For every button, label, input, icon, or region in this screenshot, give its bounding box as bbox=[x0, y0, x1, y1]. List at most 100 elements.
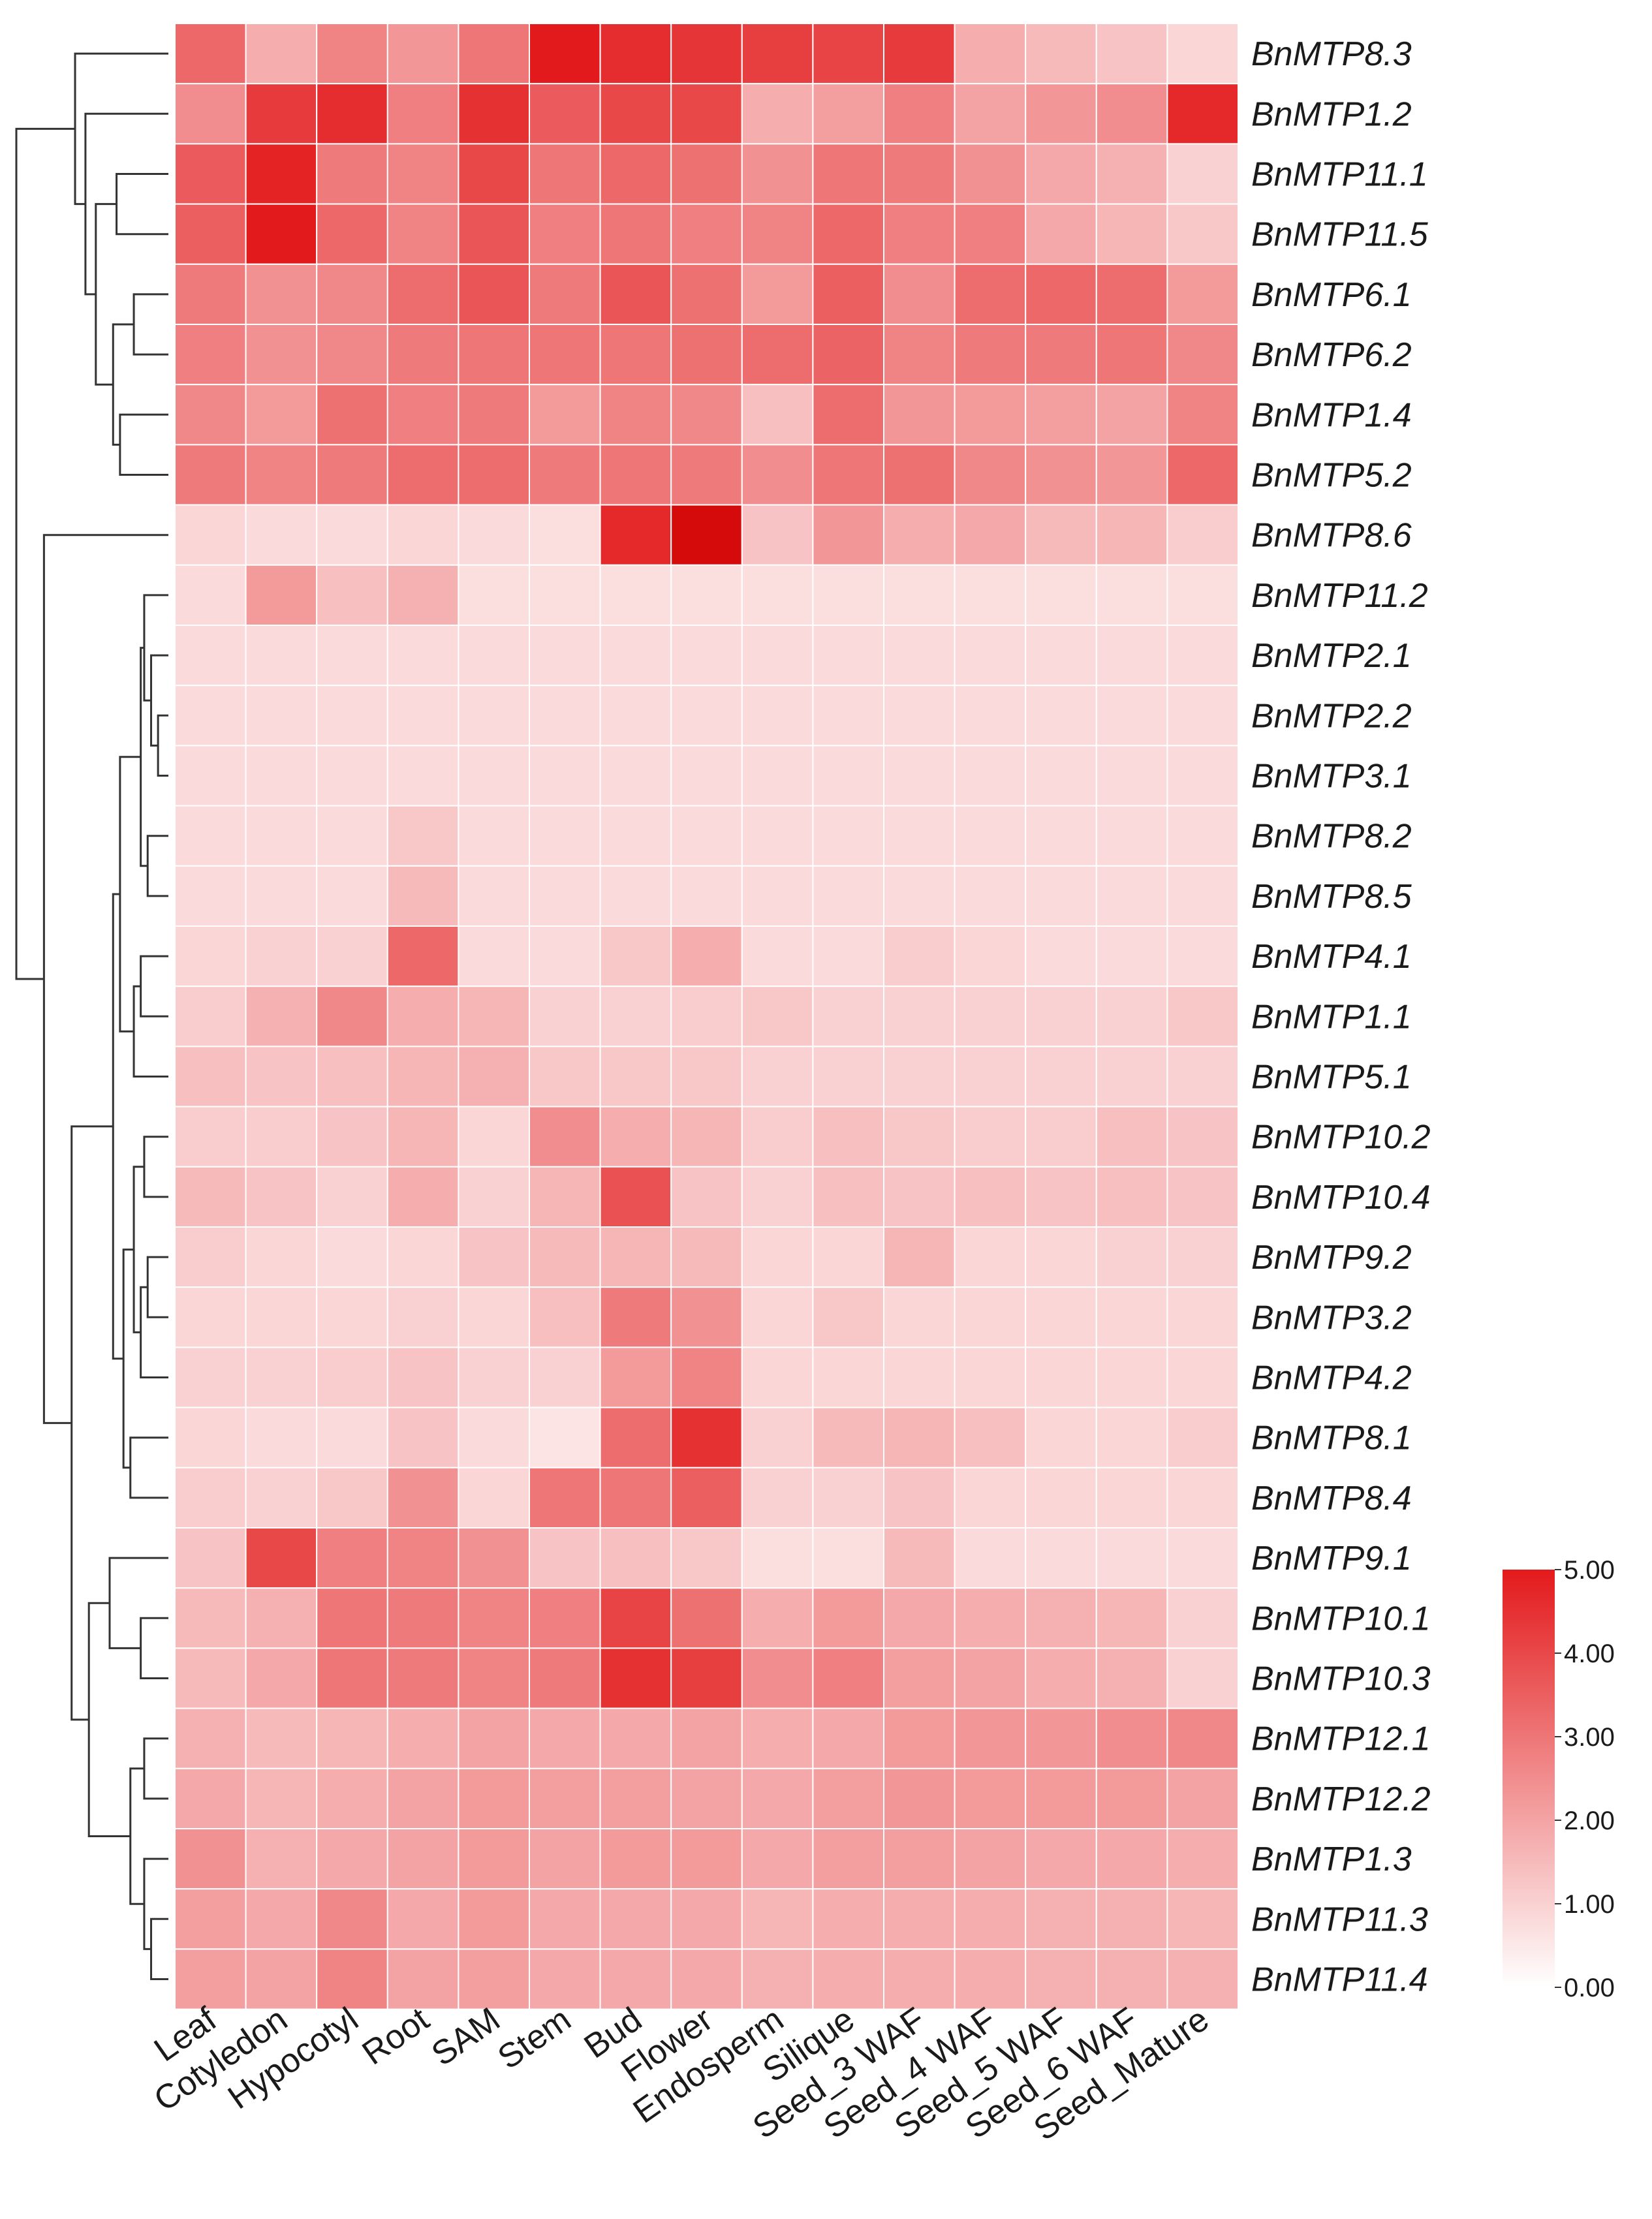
heatmap-cell bbox=[599, 1406, 672, 1468]
heatmap-cell bbox=[174, 203, 247, 265]
heatmap-cell bbox=[245, 23, 318, 85]
heatmap-cell bbox=[599, 1647, 672, 1709]
heatmap-cell bbox=[529, 263, 601, 325]
dendrogram-branch bbox=[146, 835, 168, 897]
heatmap-cell bbox=[1025, 83, 1097, 145]
heatmap-cell bbox=[529, 1828, 601, 1890]
heatmap-cell bbox=[1095, 1948, 1168, 2010]
heatmap-cell bbox=[529, 1888, 601, 1950]
dendrogram-branch bbox=[129, 1767, 144, 1905]
heatmap-cell bbox=[386, 745, 460, 807]
dendrogram-branch bbox=[150, 1917, 168, 1980]
heatmap-cell bbox=[1095, 1346, 1168, 1408]
row-label: BnMTP5.1 bbox=[1251, 1059, 1412, 1096]
heatmap-cell bbox=[1095, 1106, 1168, 1168]
heatmap-cell bbox=[883, 203, 956, 265]
heatmap-cell bbox=[1095, 23, 1168, 85]
heatmap-cell bbox=[458, 745, 531, 807]
heatmap-cell bbox=[1095, 1046, 1168, 1108]
heatmap-cell bbox=[316, 83, 388, 145]
heatmap-cell bbox=[1095, 143, 1168, 205]
heatmap-cell bbox=[245, 1888, 318, 1950]
heatmap-cell bbox=[883, 985, 956, 1047]
heatmap-cell bbox=[1166, 23, 1239, 85]
heatmap-cell bbox=[741, 805, 814, 867]
heatmap-cell bbox=[883, 1828, 956, 1890]
heatmap-cell bbox=[954, 444, 1027, 506]
heatmap-cell bbox=[1166, 1527, 1239, 1589]
row-label: BnMTP9.1 bbox=[1251, 1540, 1412, 1577]
heatmap-cell bbox=[741, 625, 814, 687]
heatmap-cell bbox=[1095, 1707, 1168, 1769]
heatmap-cell bbox=[174, 1046, 247, 1108]
heatmap-cell bbox=[174, 1828, 247, 1890]
heatmap-cell bbox=[599, 1527, 672, 1589]
heatmap-cell bbox=[245, 1046, 318, 1108]
heatmap-cell bbox=[954, 1587, 1027, 1649]
heatmap-cell bbox=[883, 83, 956, 145]
heatmap-cell bbox=[386, 444, 460, 506]
heatmap-cell bbox=[599, 143, 672, 205]
heatmap-cell bbox=[741, 1888, 814, 1950]
heatmap-cell bbox=[599, 1046, 672, 1108]
heatmap-cell bbox=[1025, 1888, 1097, 1950]
heatmap-cell bbox=[529, 324, 601, 386]
heatmap-cell bbox=[386, 384, 460, 446]
heatmap-cell bbox=[174, 564, 247, 626]
heatmap-cell bbox=[954, 1888, 1027, 1950]
heatmap-cell bbox=[458, 1466, 531, 1529]
heatmap-cell bbox=[670, 1406, 743, 1468]
heatmap-cell bbox=[670, 685, 743, 747]
heatmap-cell bbox=[883, 625, 956, 687]
heatmap-cell bbox=[316, 444, 388, 506]
heatmap-cell bbox=[316, 263, 388, 325]
heatmap-cell bbox=[529, 1406, 601, 1468]
heatmap-cell bbox=[529, 805, 601, 867]
heatmap-cell bbox=[174, 324, 247, 386]
heatmap-cell bbox=[1095, 1828, 1168, 1890]
heatmap-cell bbox=[954, 1707, 1027, 1769]
heatmap-cell bbox=[386, 1527, 460, 1589]
heatmap-cell bbox=[954, 745, 1027, 807]
row-label: BnMTP8.3 bbox=[1251, 35, 1412, 73]
heatmap-cell bbox=[458, 925, 531, 987]
heatmap-cell bbox=[954, 865, 1027, 927]
heatmap-cell bbox=[245, 263, 318, 325]
heatmap-cell bbox=[670, 1948, 743, 2010]
heatmap-cell bbox=[174, 23, 247, 85]
heatmap-cell bbox=[954, 384, 1027, 446]
heatmap-cell bbox=[883, 384, 956, 446]
heatmap-cell bbox=[670, 1286, 743, 1348]
column-label: SAM bbox=[425, 2000, 507, 2073]
heatmap-cell bbox=[1095, 1226, 1168, 1288]
heatmap-cell bbox=[812, 685, 885, 747]
heatmap-cell bbox=[741, 384, 814, 446]
heatmap-cell bbox=[316, 625, 388, 687]
row-label: BnMTP4.1 bbox=[1251, 938, 1412, 976]
heatmap-cell bbox=[1166, 1466, 1239, 1529]
heatmap-cell bbox=[954, 23, 1027, 85]
heatmap-cell bbox=[174, 1466, 247, 1529]
heatmap-cell bbox=[812, 143, 885, 205]
heatmap-cell bbox=[741, 1647, 814, 1709]
heatmap-cell bbox=[1095, 263, 1168, 325]
heatmap-cell bbox=[883, 925, 956, 987]
heatmap-cell bbox=[741, 444, 814, 506]
heatmap-cell bbox=[245, 1466, 318, 1529]
heatmap-cell bbox=[670, 263, 743, 325]
heatmap-cell bbox=[954, 1346, 1027, 1408]
heatmap-cell bbox=[245, 384, 318, 446]
heatmap-cell bbox=[1166, 324, 1239, 386]
heatmap-cell bbox=[245, 805, 318, 867]
heatmap-cell bbox=[316, 1828, 388, 1890]
heatmap-cell bbox=[174, 1406, 247, 1468]
heatmap-cell bbox=[386, 1046, 460, 1108]
heatmap-cell bbox=[670, 1587, 743, 1649]
heatmap-cell bbox=[245, 564, 318, 626]
heatmap-cell bbox=[599, 1587, 672, 1649]
dendrogram-branch bbox=[112, 893, 124, 1360]
heatmap-cell bbox=[812, 1767, 885, 1830]
heatmap-cell bbox=[316, 564, 388, 626]
heatmap-cell bbox=[599, 203, 672, 265]
dendrogram-branch bbox=[42, 534, 168, 1424]
